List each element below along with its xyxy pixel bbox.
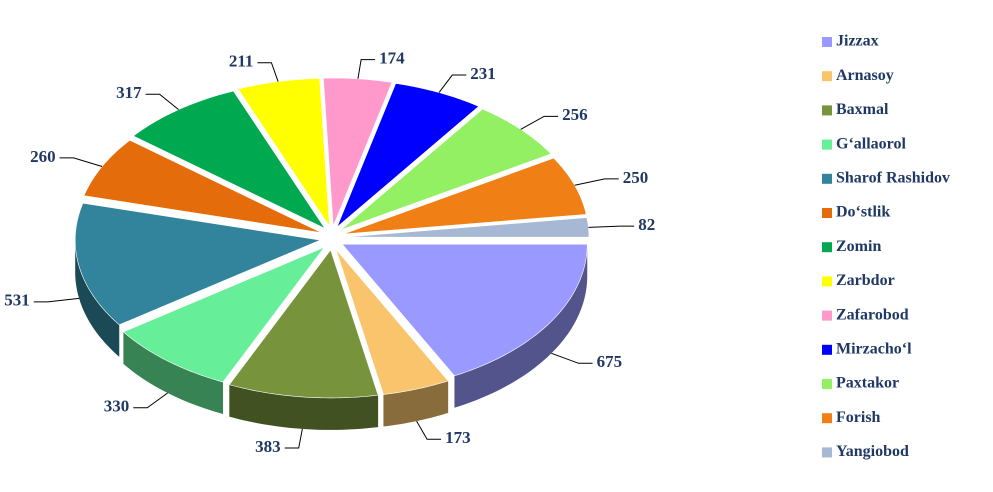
- slice: [237, 78, 330, 228]
- legend-swatch: [822, 447, 832, 458]
- legend-swatch: [822, 413, 832, 424]
- data-label: 231: [470, 64, 496, 83]
- legend-label: Yangiobod: [836, 443, 909, 460]
- data-label: 317: [116, 83, 142, 102]
- slice-side: [454, 244, 588, 408]
- leader-line: [438, 74, 467, 93]
- legend-swatch: [822, 37, 832, 47]
- slice-side: [229, 384, 379, 430]
- leader-line: [59, 157, 103, 167]
- slice-side: [123, 331, 224, 414]
- legend-label: G‘allaorol: [836, 135, 906, 152]
- slice: [335, 249, 449, 395]
- slice-side: [75, 240, 120, 357]
- leader-line: [145, 93, 179, 111]
- legend-swatch: [822, 173, 832, 184]
- leader-line: [588, 225, 635, 228]
- legend-swatch: [822, 276, 832, 287]
- legend-label: Sharof Rashidov: [836, 169, 950, 186]
- slice: [228, 249, 379, 399]
- legend-swatch: [822, 208, 832, 218]
- legend-swatch: [822, 344, 832, 355]
- leader-line: [357, 59, 376, 79]
- data-label: 250: [623, 168, 649, 187]
- legend-swatch: [822, 242, 832, 253]
- leader-line: [416, 420, 442, 440]
- legend-label: Mirzacho‘l: [836, 340, 912, 357]
- slice: [122, 246, 326, 383]
- legend-label: Arnasoy: [836, 67, 894, 84]
- legend-label: Forish: [836, 409, 881, 426]
- data-label: 256: [562, 105, 588, 124]
- leader-line: [284, 428, 303, 449]
- legend-label: Baxmal: [836, 101, 889, 118]
- legend-label: Do‘stlik: [836, 204, 890, 221]
- legend-label: Paxtakor: [836, 375, 899, 392]
- data-label: 675: [597, 352, 623, 371]
- data-label: 174: [379, 49, 405, 68]
- data-label: 531: [4, 291, 30, 310]
- leader-line: [257, 62, 279, 82]
- legend-swatch: [822, 105, 832, 116]
- leader-line: [33, 297, 80, 303]
- data-label: 82: [638, 215, 655, 234]
- slice: [341, 243, 588, 377]
- legend-label: Zarbdor: [836, 272, 895, 289]
- slice: [74, 202, 322, 326]
- legend-label: Zafarobod: [836, 306, 909, 323]
- leader-line: [574, 178, 619, 186]
- leader-line: [520, 115, 559, 130]
- legend-swatch: [822, 379, 832, 389]
- data-label: 211: [229, 52, 254, 71]
- data-label: 260: [30, 147, 56, 166]
- slice: [343, 157, 587, 235]
- data-label: 173: [445, 428, 471, 447]
- legend-swatch: [822, 310, 832, 321]
- leader-line: [551, 352, 593, 364]
- slice: [336, 83, 480, 228]
- data-label: 330: [104, 397, 130, 416]
- data-label: 383: [255, 437, 281, 456]
- legend-swatch: [822, 71, 832, 82]
- legend-label: Zomin: [836, 238, 881, 255]
- slice: [132, 90, 326, 230]
- leader-line: [133, 392, 168, 409]
- legend-swatch: [822, 139, 832, 150]
- legend-label: Jizzax: [836, 33, 879, 50]
